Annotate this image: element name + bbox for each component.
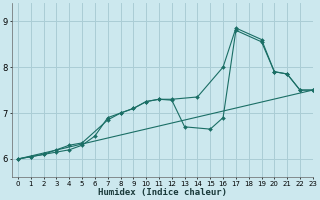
X-axis label: Humidex (Indice chaleur): Humidex (Indice chaleur): [98, 188, 227, 197]
